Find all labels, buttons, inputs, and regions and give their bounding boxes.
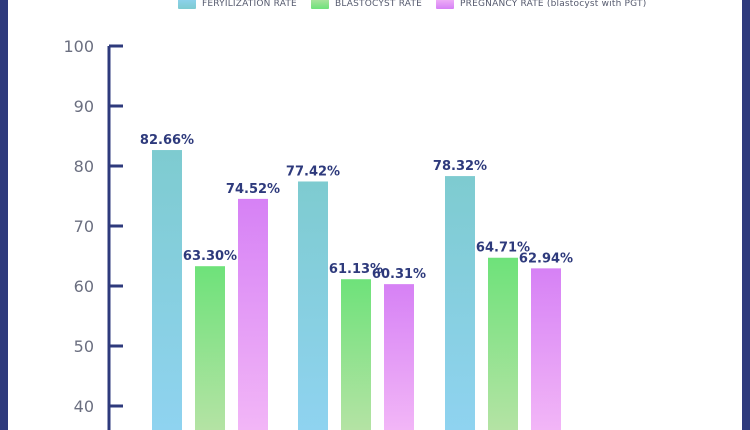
- legend-label-blastocyst: BLASTOCYST RATE: [334, 0, 423, 9]
- value-label-group3-series2: 64.71%: [476, 241, 530, 256]
- bar-group1-series1: [152, 150, 182, 430]
- bar-group1-series2: [195, 266, 225, 430]
- legend-swatch-pregnancy: [436, 0, 455, 9]
- legend-label-fertilization: FERYILIZATION RATE: [202, 0, 297, 9]
- bar-chart-plot: 40 50 60 70 80 90 100 82.66% 63.30% 74.52% 77.42% 6…: [63, 37, 573, 430]
- bar-group2-series2: [341, 279, 371, 430]
- chart-canvas: FERYILIZATION RATE BLASTOCYST RATE PREGN…: [8, 0, 742, 430]
- value-label-group3-series3: 62.94%: [519, 251, 573, 266]
- bar-group3-series3: [531, 268, 561, 430]
- legend-item-fertilization: FERYILIZATION RATE: [178, 0, 297, 9]
- y-tick-label-40: 40: [74, 397, 94, 416]
- y-tick-label-90: 90: [74, 97, 94, 116]
- y-tick-label-60: 60: [74, 277, 94, 296]
- bar-group3-series1: [445, 176, 475, 430]
- legend-swatch-blastocyst: [310, 0, 329, 9]
- value-label-group1-series1: 82.66%: [140, 133, 194, 148]
- legend-item-pregnancy: PREGNANCY RATE (blastocyst with PGT): [436, 0, 646, 9]
- legend-swatch-fertilization: [178, 0, 196, 9]
- bar-group2-series1: [298, 181, 328, 430]
- bar-group1-series3: [238, 198, 268, 430]
- legend-label-pregnancy: PREGNANCY RATE (blastocyst with PGT): [460, 0, 647, 9]
- legend-item-blastocyst: BLASTOCYST RATE: [310, 0, 423, 9]
- legend: FERYILIZATION RATE BLASTOCYST RATE PREGN…: [178, 0, 646, 9]
- bar-group2-series3: [384, 284, 414, 430]
- y-tick-label-80: 80: [74, 157, 94, 176]
- value-label-group1-series3: 74.52%: [226, 182, 280, 197]
- value-label-group2-series1: 77.42%: [286, 164, 340, 179]
- value-label-group2-series3: 60.31%: [372, 267, 426, 282]
- value-label-group2-series2: 61.13%: [329, 262, 383, 277]
- value-label-group1-series2: 63.30%: [183, 249, 237, 264]
- y-tick-label-70: 70: [74, 217, 94, 236]
- y-tick-label-100: 100: [63, 37, 94, 56]
- bar-group3-series2: [488, 257, 518, 430]
- y-tick-label-50: 50: [74, 337, 94, 356]
- value-label-group3-series1: 78.32%: [433, 159, 487, 174]
